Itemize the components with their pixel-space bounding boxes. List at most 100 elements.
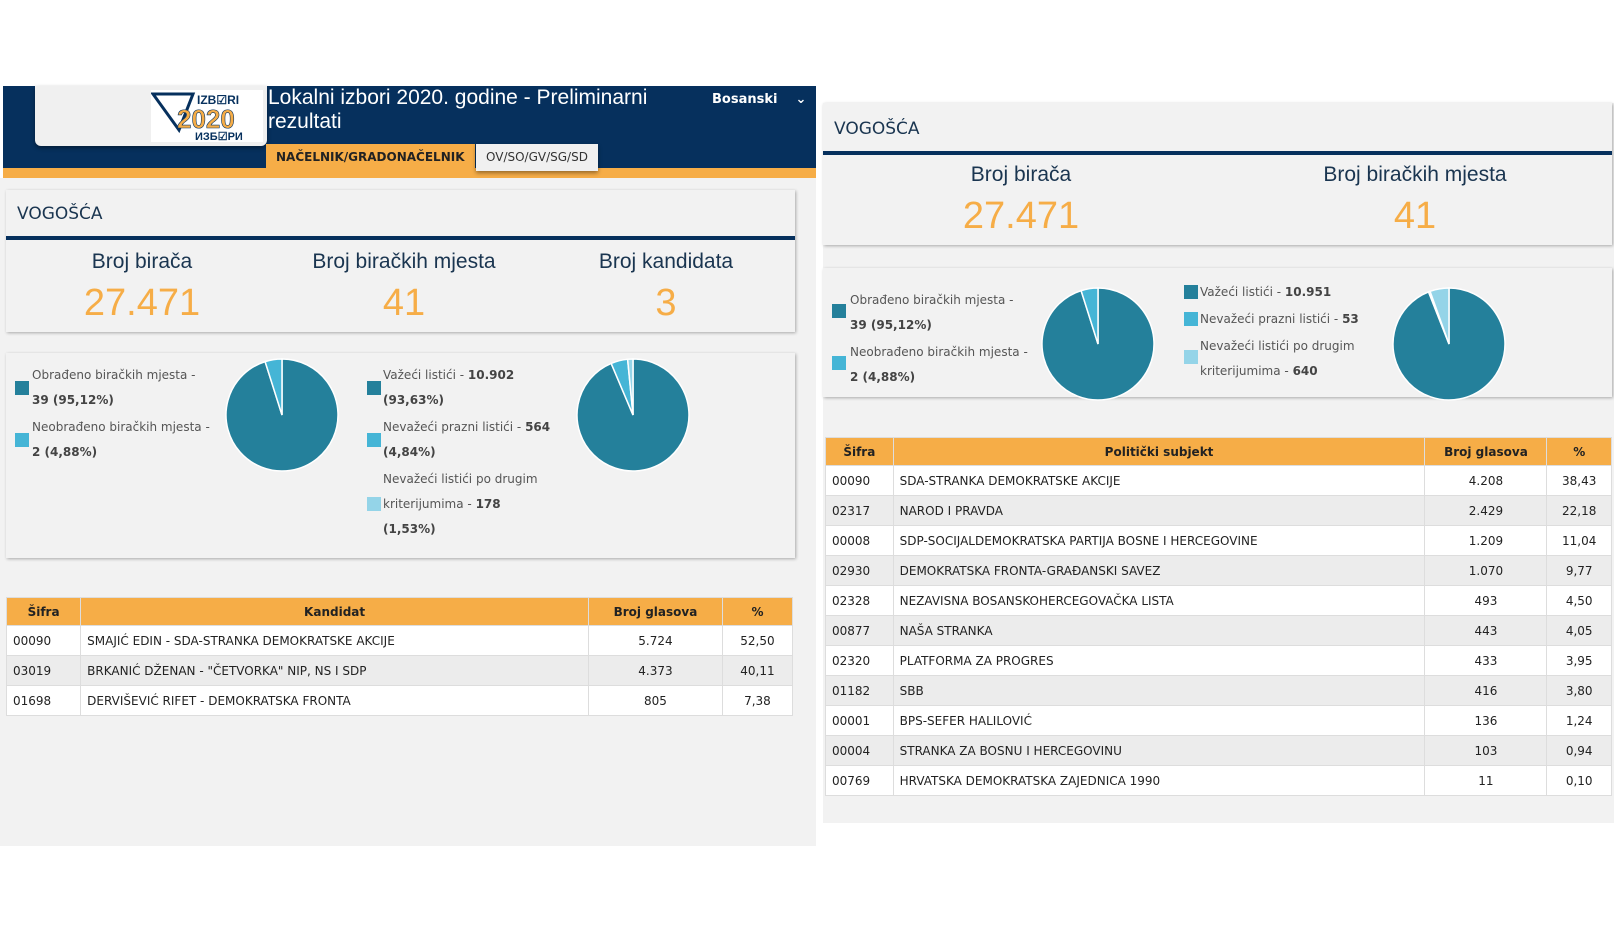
column-header[interactable]: % <box>1546 437 1612 466</box>
pie-slice-3[interactable] <box>1429 287 1450 345</box>
stat-label: Broj kandidata <box>598 250 734 273</box>
name-cell: DERVIŠEVIĆ RIFET - DEMOKRATSKA FRONTA <box>80 685 590 716</box>
stat-value: 27.471 <box>83 282 201 324</box>
percent-cell: 22,18 <box>1546 495 1612 526</box>
pie-ballots <box>1392 287 1506 401</box>
column-header[interactable]: Šifra <box>825 437 894 466</box>
name-cell: PLATFORMA ZA PROGRES <box>892 645 1426 676</box>
code-cell: 00090 <box>5 625 82 656</box>
legend-value: 178 <box>475 497 501 511</box>
code-cell: 01182 <box>825 675 894 706</box>
stat-value: 3 <box>655 282 677 324</box>
name-cell: SDP-SOCIJALDEMOKRATSKA PARTIJA BOSNE I H… <box>892 525 1426 556</box>
tab-vijece[interactable]: OV/SO/GV/SG/SD <box>476 144 598 171</box>
column-header[interactable]: Politički subjekt <box>892 437 1426 466</box>
legend-text: Nevažeći listići po drugim kriterijumima… <box>1200 339 1355 378</box>
legend-text: Važeći listići - <box>383 368 465 382</box>
table-row: 02328 NEZAVISNA BOSANSKOHERCEGOVAČKA LIST… <box>825 585 1612 616</box>
column-header[interactable]: Kandidat <box>80 597 590 626</box>
legend-text: Obrađeno biračkih mjesta - <box>32 368 196 382</box>
legend-polling-processed: Obrađeno biračkih mjesta - 39 (95,12%) <box>32 363 212 413</box>
legend-value: 2 (4,88%) <box>32 445 98 459</box>
legend-swatch <box>1184 285 1198 299</box>
pie-slice-2[interactable] <box>1080 287 1099 345</box>
legend-text: Nevažeći prazni listići - <box>1200 312 1339 326</box>
header-accent-bar <box>3 168 816 178</box>
legend-polling-unprocessed: Neobrađeno biračkih mjesta - 2 (4,88%) <box>850 340 1030 390</box>
legend-swatch <box>15 381 29 395</box>
pie-slice-3[interactable] <box>626 358 634 416</box>
municipality-name: VOGOŠĆA <box>17 204 103 224</box>
column-header[interactable]: % <box>721 597 794 626</box>
legend-blank-ballots: Nevažeći prazni listići - 53 <box>1200 307 1400 332</box>
name-cell: NAŠA STRANKA <box>892 615 1426 646</box>
table-row: 00001 BPS-SEFER HALILOVIĆ 136 1,24 <box>825 705 1612 736</box>
pie-slice-2[interactable] <box>264 358 283 416</box>
percent-cell: 0,94 <box>1546 735 1612 766</box>
code-cell: 01698 <box>5 685 82 716</box>
code-cell: 00008 <box>825 525 894 556</box>
table-row: 01698 DERVIŠEVIĆ RIFET - DEMOKRATSKA FRON… <box>5 685 794 716</box>
stat-voters: Broj birača 27.471 <box>12 250 272 325</box>
legend-text: Obrađeno biračkih mjesta - <box>850 293 1014 307</box>
logo-text-cyrillic: ИЗБ☑РИ <box>195 131 243 142</box>
table-row: 03019 BRKANIĆ DŽENAN - "ČETVORKA" NIP, NS… <box>5 655 794 686</box>
name-cell: SDA-STRANKA DEMOKRATSKE AKCIJE <box>892 465 1426 496</box>
votes-cell: 443 <box>1424 615 1548 646</box>
legend-polling-processed: Obrađeno biračkih mjesta - 39 (95,12%) <box>850 288 1030 338</box>
legend-text: Neobrađeno biračkih mjesta - <box>850 345 1028 359</box>
column-header[interactable]: Broj glasova <box>1424 437 1548 466</box>
name-cell: SBB <box>892 675 1426 706</box>
logo-panel[interactable]: IZB☑RI 2020 ИЗБ☑РИ <box>35 86 267 146</box>
percent-cell: 11,04 <box>1546 525 1612 556</box>
legend-swatch <box>367 497 381 511</box>
stat-value: 41 <box>382 282 426 324</box>
votes-cell: 5.724 <box>588 625 723 656</box>
legend-pct: (4,84%) <box>383 445 436 459</box>
votes-cell: 433 <box>1424 645 1548 676</box>
table-row: 00008 SDP-SOCIJALDEMOKRATSKA PARTIJA BOSN… <box>825 525 1612 556</box>
name-cell: STRANKA ZA BOSNU I HERCEGOVINU <box>892 735 1426 766</box>
name-cell: BRKANIĆ DŽENAN - "ČETVORKA" NIP, NS I SD… <box>80 655 590 686</box>
legend-swatch <box>15 433 29 447</box>
percent-cell: 52,50 <box>721 625 794 656</box>
code-cell: 00004 <box>825 735 894 766</box>
stat-voters: Broj birača 27.471 <box>891 163 1151 238</box>
page-title: Lokalni izbori 2020. godine - Preliminar… <box>268 86 648 133</box>
right-summary-card: VOGOŠĆA Broj birača 27.471 Broj biračkih … <box>823 103 1612 245</box>
legend-swatch <box>1184 350 1198 364</box>
legend-value: 640 <box>1292 364 1318 378</box>
code-cell: 02328 <box>825 585 894 616</box>
percent-cell: 9,77 <box>1546 555 1612 586</box>
language-select[interactable]: Bosanski ⌄ <box>712 92 806 107</box>
table-row: 02317 NAROD I PRAVDA 2.429 22,18 <box>825 495 1612 526</box>
legend-value: 39 (95,12%) <box>850 318 932 332</box>
legend-pct: (93,63%) <box>383 393 444 407</box>
column-header[interactable]: Šifra <box>5 597 82 626</box>
izbori-2020-logo: IZB☑RI 2020 ИЗБ☑РИ <box>150 90 263 143</box>
votes-cell: 1.209 <box>1424 525 1548 556</box>
name-cell: SMAJIĆ EDIN - SDA-STRANKA DEMOKRATSKE AK… <box>80 625 590 656</box>
pie-polling-stations <box>225 358 339 472</box>
candidates-table: Šifra Kandidat Broj glasova% 00090 SMAJIĆ ED… <box>5 597 794 716</box>
table-row: 02320 PLATFORMA ZA PROGRES 433 3,95 <box>825 645 1612 676</box>
votes-cell: 416 <box>1424 675 1548 706</box>
legend-swatch <box>367 433 381 447</box>
table-row: 00090 SDA-STRANKA DEMOKRATSKE AKCIJE 4.208… <box>825 465 1612 496</box>
table-row: 01182 SBB 416 3,80 <box>825 675 1612 706</box>
legend-text: Nevažeći prazni listići - <box>383 420 522 434</box>
stat-label: Broj birača <box>91 250 193 273</box>
stat-value: 41 <box>1393 195 1437 237</box>
legend-other-invalid: Nevažeći listići po drugim kriterijumima… <box>1200 334 1360 384</box>
language-label: Bosanski <box>712 92 778 107</box>
code-cell: 02317 <box>825 495 894 526</box>
percent-cell: 40,11 <box>721 655 794 686</box>
left-summary-card: VOGOŠĆA Broj birača 27.471 Broj biračkih … <box>6 190 795 332</box>
name-cell: NEZAVISNA BOSANSKOHERCEGOVAČKA LISTA <box>892 585 1426 616</box>
legend-value: 53 <box>1342 312 1359 326</box>
left-charts-card: Obrađeno biračkih mjesta - 39 (95,12%) Ne… <box>6 353 795 558</box>
votes-cell: 4.373 <box>588 655 723 686</box>
tab-nacelnik[interactable]: NAČELNIK/GRADONAČELNIK <box>266 144 475 171</box>
code-cell: 00001 <box>825 705 894 736</box>
column-header[interactable]: Broj glasova <box>588 597 723 626</box>
